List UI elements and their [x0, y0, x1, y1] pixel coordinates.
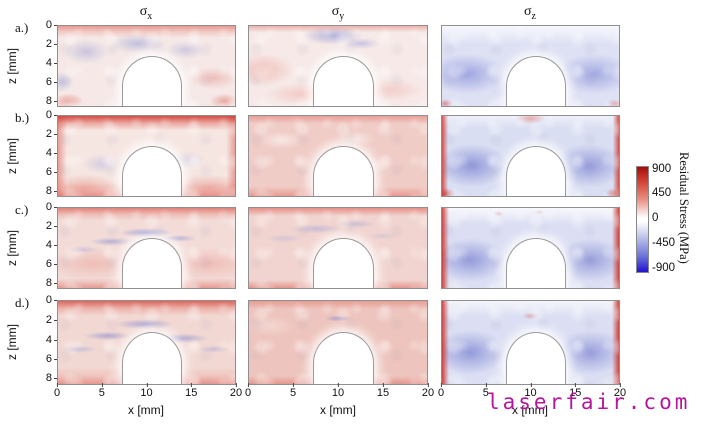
y-tick: 2 — [45, 314, 59, 326]
row-label-b: b.) — [15, 110, 30, 125]
panel-c-sigma-x — [57, 207, 236, 289]
panel-d-sigma-y — [248, 300, 428, 385]
weld-nugget-outline — [121, 145, 183, 196]
y-tick: 4 — [45, 334, 59, 346]
y-axis-label-row-c: z [mm] — [5, 230, 19, 266]
x-tick: 15 — [569, 383, 582, 399]
x-tick: 0 — [437, 383, 445, 399]
x-ticks-col-3: 0 5 10 15 20 — [437, 383, 626, 403]
x-tick: 20 — [613, 383, 627, 399]
colorbar-tick: 450 — [652, 187, 672, 199]
y-tick: 8 — [45, 95, 59, 107]
colorbar-tick: -900 — [652, 262, 676, 274]
y-tick: 2 — [45, 38, 59, 50]
x-ticks-col-1: 0 5 10 15 20 — [53, 383, 242, 403]
x-tick: 0 — [244, 383, 252, 399]
colorbar-tick: 900 — [652, 163, 672, 175]
column-title-sigma-y: σy — [331, 4, 345, 22]
y-tick: 8 — [45, 372, 59, 384]
panel-b-sigma-x — [57, 115, 236, 197]
y-tick: 6 — [45, 166, 59, 178]
colorbar-label: Residual Stress (MPa) — [677, 152, 691, 264]
x-tick: 0 — [53, 383, 61, 399]
x-tick: 5 — [289, 383, 297, 399]
column-title-sigma-z: σz — [524, 4, 536, 22]
panel-a-sigma-z — [441, 25, 620, 107]
y-ticks-row-c: 0 2 4 6 8 — [36, 202, 59, 289]
y-tick: 6 — [45, 76, 59, 88]
panel-d-sigma-z — [441, 300, 620, 385]
y-axis-label-row-d: z [mm] — [5, 324, 19, 360]
y-tick: 2 — [45, 220, 59, 232]
y-tick: 4 — [45, 239, 59, 251]
panel-c-sigma-z — [441, 207, 620, 289]
y-tick: 6 — [45, 353, 59, 365]
weld-nugget-outline — [313, 237, 374, 288]
y-axis-label-row-a: z [mm] — [5, 48, 19, 84]
weld-nugget-outline — [313, 145, 374, 196]
x-tick: 20 — [421, 383, 435, 399]
row-label-a: a.) — [15, 20, 29, 35]
colorbar-tick: 0 — [652, 212, 659, 224]
y-tick: 4 — [45, 147, 59, 159]
x-tick: 10 — [331, 383, 345, 399]
weld-nugget-outline — [313, 331, 374, 384]
weld-nugget-outline — [505, 55, 567, 106]
x-tick: 5 — [482, 383, 489, 399]
y-tick: 0 — [45, 201, 59, 213]
y-axis-label-row-b: z [mm] — [5, 138, 19, 174]
x-axis-label-col-3: x [mm] — [512, 403, 548, 417]
y-ticks-row-d: 0 2 4 6 8 — [36, 295, 59, 385]
y-tick: 0 — [45, 109, 59, 121]
panel-b-sigma-z — [441, 115, 620, 197]
colorbar-ticks: 900 450 0 -450 -900 — [652, 163, 688, 274]
panel-a-sigma-y — [248, 25, 428, 107]
x-tick: 10 — [524, 383, 537, 399]
y-tick: 6 — [45, 258, 59, 270]
weld-nugget-outline — [505, 237, 567, 288]
x-axis-label-col-1: x [mm] — [128, 403, 164, 417]
x-ticks-col-2: 0 5 10 15 20 — [244, 383, 434, 403]
x-tick: 20 — [229, 383, 243, 399]
x-tick: 10 — [140, 383, 153, 399]
y-tick: 0 — [45, 19, 59, 31]
row-label-d: d.) — [15, 295, 30, 310]
x-tick: 15 — [185, 383, 198, 399]
y-tick: 8 — [45, 185, 59, 197]
panel-c-sigma-y — [248, 207, 428, 289]
weld-nugget-outline — [313, 55, 374, 106]
watermark-text: laserfair.com — [487, 390, 691, 414]
y-tick: 2 — [45, 128, 59, 140]
panel-a-sigma-x — [57, 25, 236, 107]
panel-b-sigma-y — [248, 115, 428, 197]
y-tick: 0 — [45, 294, 59, 306]
y-ticks-row-a: 0 2 4 6 8 — [36, 20, 59, 107]
column-title-sigma-x: σx — [139, 4, 153, 22]
weld-nugget-outline — [121, 237, 183, 288]
panel-d-sigma-x — [57, 300, 236, 385]
y-tick: 4 — [45, 57, 59, 69]
weld-nugget-outline — [505, 145, 567, 196]
weld-nugget-outline — [505, 331, 567, 384]
x-tick: 15 — [376, 383, 390, 399]
colorbar-tick: -450 — [652, 237, 676, 249]
y-tick: 8 — [45, 277, 59, 289]
weld-nugget-outline — [121, 331, 183, 384]
colorbar-gradient — [636, 166, 649, 273]
row-label-c: c.) — [15, 202, 29, 217]
x-tick: 5 — [98, 383, 105, 399]
y-ticks-row-b: 0 2 4 6 8 — [36, 110, 59, 197]
x-axis-label-col-2: x [mm] — [320, 403, 356, 417]
weld-nugget-outline — [121, 55, 183, 106]
